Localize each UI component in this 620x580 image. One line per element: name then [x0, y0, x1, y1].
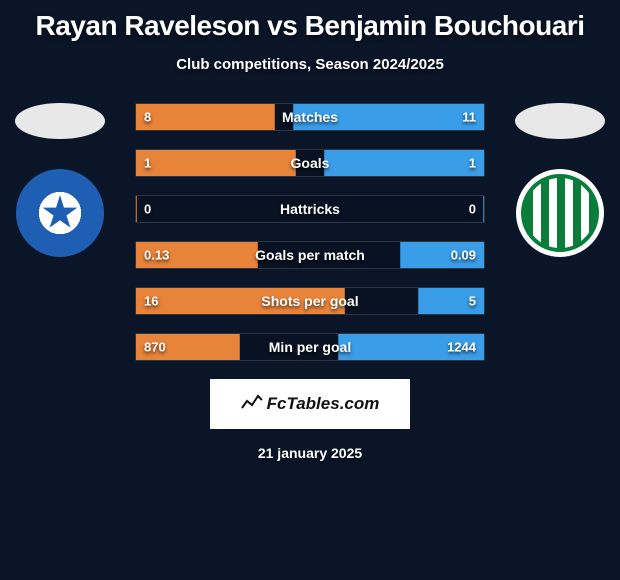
player-left-column [0, 103, 120, 257]
player-left-avatar [15, 103, 105, 139]
stat-row: 811Matches [135, 103, 485, 131]
stat-value-left: 1 [144, 156, 151, 171]
stat-row: 11Goals [135, 149, 485, 177]
stat-value-left: 0 [144, 202, 151, 217]
stat-value-right: 1 [469, 156, 476, 171]
watermark-text: FcTables.com [267, 394, 380, 414]
stat-value-left: 870 [144, 340, 166, 355]
stat-value-left: 0.13 [144, 248, 169, 263]
stat-bar-left [136, 150, 296, 176]
player-right-avatar [515, 103, 605, 139]
stat-bar-left [136, 196, 137, 222]
stat-bar-left [136, 288, 345, 314]
stat-bar-left [136, 104, 275, 130]
stat-bar-right [293, 104, 484, 130]
stat-row: 8701244Min per goal [135, 333, 485, 361]
stat-value-right: 0 [469, 202, 476, 217]
comparison-subtitle: Club competitions, Season 2024/2025 [0, 56, 620, 73]
comparison-content: 811Matches11Goals00Hattricks0.130.09Goal… [0, 103, 620, 461]
stat-label: Hattricks [136, 201, 484, 217]
stat-bar-right [324, 150, 484, 176]
stat-bars: 811Matches11Goals00Hattricks0.130.09Goal… [135, 103, 485, 361]
watermark-icon [241, 393, 263, 416]
stat-value-right: 1244 [447, 340, 476, 355]
stat-value-left: 8 [144, 110, 151, 125]
club-crest-right [516, 169, 604, 257]
stat-row: 0.130.09Goals per match [135, 241, 485, 269]
stat-row: 0 0Hattricks [135, 195, 485, 223]
comparison-title: Rayan Raveleson vs Benjamin Bouchouari [0, 0, 620, 42]
stat-value-right: 5 [469, 294, 476, 309]
club-crest-left [16, 169, 104, 257]
watermark: FcTables.com [210, 379, 410, 429]
player-right-column [500, 103, 620, 257]
stat-value-right: 0.09 [451, 248, 476, 263]
stat-value-left: 16 [144, 294, 158, 309]
stat-bar-right [483, 196, 484, 222]
snapshot-date: 21 january 2025 [0, 445, 620, 461]
stat-value-right: 11 [462, 110, 476, 125]
stat-row: 165Shots per goal [135, 287, 485, 315]
